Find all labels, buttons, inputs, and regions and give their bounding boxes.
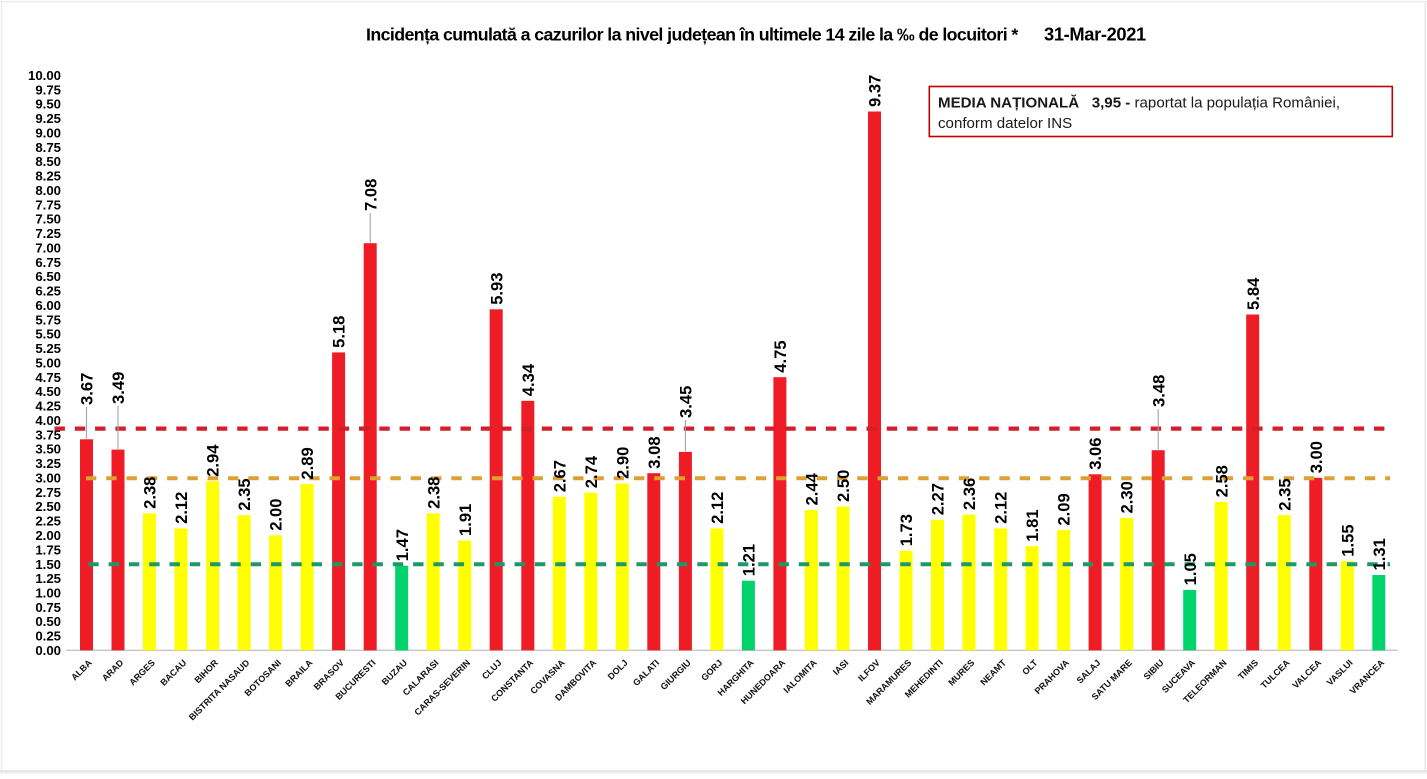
svg-text:MEDIA NAȚIONALĂ 3,95 - rapor: MEDIA NAȚIONALĂ 3,95 - raportat la popul… [938, 94, 1340, 111]
svg-text:2.12: 2.12 [172, 492, 191, 524]
svg-text:8.50: 8.50 [35, 154, 61, 169]
svg-text:2.12: 2.12 [992, 492, 1011, 524]
svg-text:3.25: 3.25 [35, 456, 61, 471]
svg-text:2.44: 2.44 [803, 472, 822, 505]
svg-text:2.67: 2.67 [550, 460, 569, 492]
svg-text:0.50: 0.50 [35, 614, 61, 629]
svg-text:3.08: 3.08 [645, 436, 664, 468]
svg-text:8.00: 8.00 [35, 183, 61, 198]
svg-text:2.58: 2.58 [1212, 465, 1231, 497]
svg-text:5.18: 5.18 [330, 316, 349, 348]
svg-text:1.47: 1.47 [393, 529, 412, 561]
svg-text:0.25: 0.25 [35, 629, 61, 644]
svg-text:0.75: 0.75 [35, 600, 61, 615]
svg-text:conform datelor INS: conform datelor INS [938, 115, 1072, 132]
svg-text:9.50: 9.50 [35, 97, 61, 112]
svg-text:1.31: 1.31 [1370, 538, 1389, 570]
svg-text:Incidența cumulată a cazurilor: Incidența cumulată a cazurilor la nivel … [366, 25, 1018, 45]
svg-text:1.73: 1.73 [897, 514, 916, 546]
svg-text:2.89: 2.89 [298, 447, 317, 479]
svg-text:4.34: 4.34 [519, 363, 538, 396]
svg-text:2.36: 2.36 [960, 478, 979, 510]
svg-text:4.00: 4.00 [35, 413, 61, 428]
svg-text:4.75: 4.75 [771, 340, 790, 372]
svg-text:2.25: 2.25 [35, 514, 61, 529]
svg-text:8.25: 8.25 [35, 169, 61, 184]
svg-text:2.09: 2.09 [1055, 493, 1074, 525]
svg-text:1.21: 1.21 [740, 544, 759, 576]
svg-text:2.35: 2.35 [235, 478, 254, 510]
svg-text:1.00: 1.00 [35, 586, 61, 601]
svg-text:5.93: 5.93 [487, 273, 506, 305]
svg-text:6.50: 6.50 [35, 269, 61, 284]
svg-text:7.75: 7.75 [35, 197, 61, 212]
svg-text:1.91: 1.91 [456, 504, 475, 536]
svg-text:6.00: 6.00 [35, 298, 61, 313]
svg-text:2.75: 2.75 [35, 485, 61, 500]
svg-text:7.00: 7.00 [35, 241, 61, 256]
svg-text:2.35: 2.35 [1275, 478, 1294, 510]
svg-text:4.50: 4.50 [35, 384, 61, 399]
svg-text:3.00: 3.00 [35, 471, 61, 486]
svg-text:5.75: 5.75 [35, 312, 61, 327]
svg-text:2.90: 2.90 [613, 447, 632, 479]
svg-text:3.48: 3.48 [1149, 375, 1168, 407]
svg-text:1.55: 1.55 [1338, 524, 1357, 556]
svg-text:4.25: 4.25 [35, 399, 61, 414]
svg-text:31-Mar-2021: 31-Mar-2021 [1044, 24, 1146, 45]
svg-text:3.50: 3.50 [35, 442, 61, 457]
svg-text:3.45: 3.45 [677, 386, 696, 418]
svg-text:1.05: 1.05 [1181, 553, 1200, 585]
svg-text:6.25: 6.25 [35, 284, 61, 299]
svg-text:9.75: 9.75 [35, 82, 61, 97]
svg-text:2.50: 2.50 [834, 470, 853, 502]
svg-text:5.84: 5.84 [1244, 277, 1263, 310]
svg-text:7.50: 7.50 [35, 212, 61, 227]
svg-text:3.06: 3.06 [1086, 438, 1105, 470]
svg-text:7.25: 7.25 [35, 226, 61, 241]
svg-text:9.37: 9.37 [866, 75, 885, 107]
svg-text:1.25: 1.25 [35, 571, 61, 586]
svg-text:2.12: 2.12 [708, 492, 727, 524]
svg-text:3.75: 3.75 [35, 427, 61, 442]
svg-text:2.27: 2.27 [929, 483, 948, 515]
svg-text:1.50: 1.50 [35, 557, 61, 572]
svg-text:8.75: 8.75 [35, 140, 61, 155]
svg-text:6.75: 6.75 [35, 255, 61, 270]
svg-text:2.30: 2.30 [1118, 481, 1137, 513]
svg-text:0.00: 0.00 [35, 643, 61, 658]
svg-text:3.49: 3.49 [109, 372, 128, 404]
svg-text:3.67: 3.67 [78, 373, 97, 405]
svg-text:2.50: 2.50 [35, 499, 61, 514]
svg-text:2.00: 2.00 [267, 499, 286, 531]
svg-text:7.08: 7.08 [361, 179, 380, 211]
svg-text:1.75: 1.75 [35, 542, 61, 557]
svg-text:9.25: 9.25 [35, 111, 61, 126]
svg-text:10.00: 10.00 [28, 68, 61, 83]
svg-text:9.00: 9.00 [35, 126, 61, 141]
svg-text:2.38: 2.38 [141, 477, 160, 509]
svg-text:3.00: 3.00 [1307, 441, 1326, 473]
svg-text:5.50: 5.50 [35, 327, 61, 342]
svg-text:5.25: 5.25 [35, 341, 61, 356]
svg-text:2.38: 2.38 [424, 477, 443, 509]
svg-text:2.74: 2.74 [582, 455, 601, 488]
svg-text:1.81: 1.81 [1023, 509, 1042, 541]
svg-text:2.00: 2.00 [35, 528, 61, 543]
svg-text:4.75: 4.75 [35, 370, 61, 385]
svg-text:5.00: 5.00 [35, 356, 61, 371]
svg-text:2.94: 2.94 [204, 444, 223, 477]
